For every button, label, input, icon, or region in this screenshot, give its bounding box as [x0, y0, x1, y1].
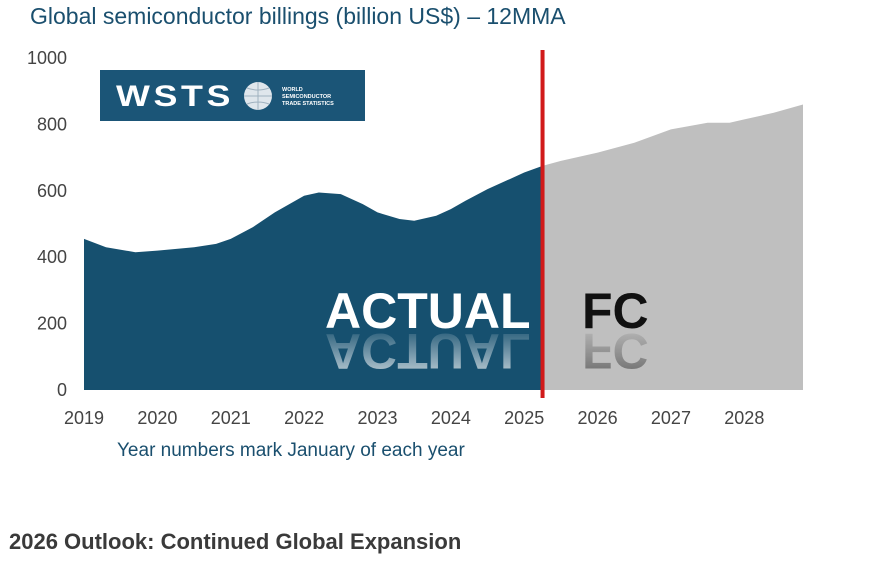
- y-tick-label: 200: [37, 314, 67, 334]
- area-fc: [542, 104, 803, 390]
- area-actual: [84, 165, 543, 390]
- y-axis: 0 200 400 600 800 1000: [27, 48, 67, 400]
- fc-label: FC: [582, 283, 649, 339]
- x-axis-note: Year numbers mark January of each year: [117, 440, 465, 461]
- fc-label-reflection: FC: [582, 323, 649, 379]
- y-tick-label: 1000: [27, 48, 67, 68]
- billings-chart: Global semiconductor billings (billion U…: [27, 3, 803, 461]
- x-tick-label: 2024: [431, 408, 471, 428]
- logo-subtitle-2: SEMICONDUCTOR: [282, 94, 331, 100]
- wsts-logo-wordmark: WSTS: [116, 80, 234, 113]
- logo-subtitle-3: TRADE STATISTICS: [282, 101, 334, 107]
- x-tick-label: 2021: [211, 408, 251, 428]
- chart-title: Global semiconductor billings (billion U…: [30, 3, 566, 29]
- x-tick-label: 2025: [504, 408, 544, 428]
- caption: 2026 Outlook: Continued Global Expansion: [9, 529, 462, 554]
- y-tick-label: 800: [37, 114, 67, 134]
- y-tick-label: 0: [57, 380, 67, 400]
- x-axis: 2019 2020 2021 2022 2023 2024 2025 2026 2027 2028: [64, 408, 764, 428]
- x-tick-label: 2028: [724, 408, 764, 428]
- logo-subtitle-1: WORLD: [282, 87, 303, 93]
- x-tick-label: 2019: [64, 408, 104, 428]
- x-tick-label: 2026: [578, 408, 618, 428]
- x-tick-label: 2020: [137, 408, 177, 428]
- area-layer: [84, 104, 803, 390]
- y-tick-label: 400: [37, 247, 67, 267]
- wsts-logo: WSTS WORLD SEMICONDUCTOR TRADE STATISTIC…: [100, 70, 365, 121]
- x-tick-label: 2022: [284, 408, 324, 428]
- actual-label: ACTUAL: [325, 283, 531, 339]
- actual-label-reflection: ACTUAL: [325, 323, 531, 379]
- y-tick-label: 600: [37, 181, 67, 201]
- x-tick-label: 2023: [357, 408, 397, 428]
- x-tick-label: 2027: [651, 408, 691, 428]
